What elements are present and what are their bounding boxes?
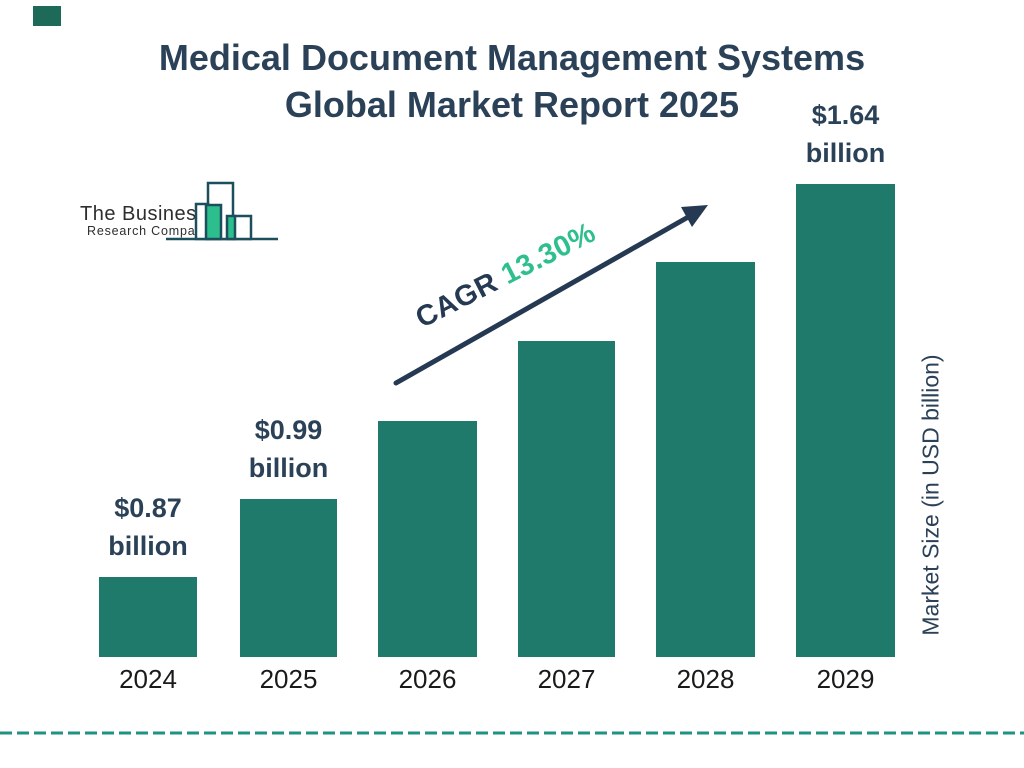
corner-brand-mark xyxy=(33,6,61,26)
y-axis-label: Market Size (in USD billion) xyxy=(917,354,944,636)
logo-text-secondary: Research Company xyxy=(87,224,211,238)
x-tick-label-2026: 2026 xyxy=(398,664,457,694)
value-label-unit: billion xyxy=(108,531,188,561)
company-logo-bars-icon xyxy=(166,181,278,241)
value-label-amount: $0.87 xyxy=(114,493,182,523)
bar-2027 xyxy=(518,341,615,657)
x-tick-label-2025: 2025 xyxy=(259,664,318,694)
value-label-amount: $0.99 xyxy=(254,415,323,445)
x-tick-label-2028: 2028 xyxy=(676,664,735,694)
page-title-line2: Global Market Report 2025 xyxy=(284,84,740,125)
cagr-trend-arrowhead-icon xyxy=(681,205,708,227)
cagr-annotation: CAGR 13.30% xyxy=(411,217,602,336)
cagr-label: CAGR xyxy=(410,262,511,335)
cagr-value: 13.30% xyxy=(496,216,601,292)
bar-2026 xyxy=(378,421,477,657)
value-label-amount: $1.64 xyxy=(811,100,880,130)
value-label-unit: billion xyxy=(805,138,886,168)
value-label-2024: $0.87 billion xyxy=(58,489,238,565)
bar-2025 xyxy=(240,499,337,657)
bar-2024 xyxy=(99,577,197,657)
value-label-2025: $0.99 billion xyxy=(199,411,379,487)
page-title-line1: Medical Document Management Systems xyxy=(158,37,866,78)
logo-text-primary: The Business xyxy=(80,203,208,225)
page-title: Medical Document Management Systems Glob… xyxy=(0,34,1024,128)
x-tick-label-2029: 2029 xyxy=(816,664,875,694)
x-tick-label-2024: 2024 xyxy=(119,664,177,694)
bar-2029 xyxy=(796,184,895,657)
value-label-2029: $1.64 billion xyxy=(756,96,936,172)
bar-2028 xyxy=(656,262,755,657)
value-label-unit: billion xyxy=(248,453,329,483)
x-tick-label-2027: 2027 xyxy=(537,664,596,694)
